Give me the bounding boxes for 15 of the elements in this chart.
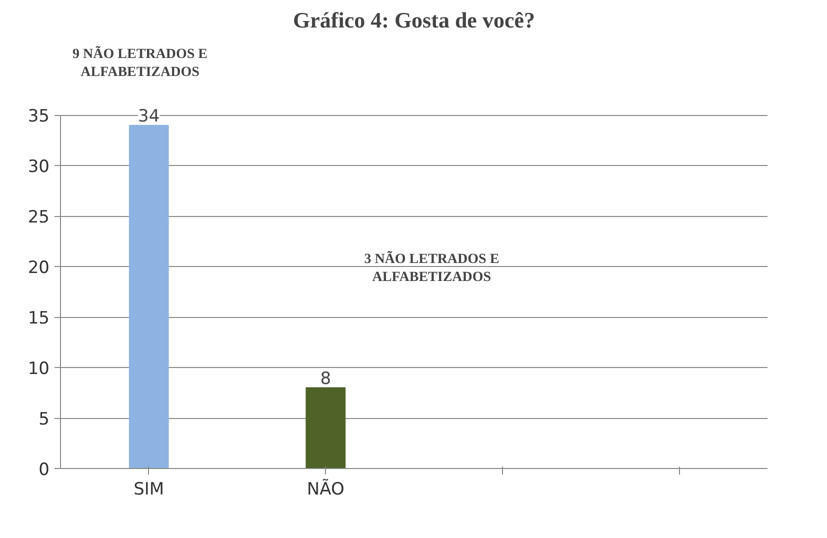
text: 9 NÃO LETRADOS E ALFABETIZADOS [72, 44, 208, 80]
x-tick-label: NÃO [306, 478, 344, 500]
y-tick-label: 25 [28, 208, 50, 228]
y-tick-label: 5 [38, 410, 50, 430]
annotation: 3 NÃO LETRADOS E ALFABETIZADOS [364, 250, 500, 285]
y-tick-label: 20 [28, 258, 50, 278]
y-tick-label: 15 [28, 308, 50, 329]
data-label: 8 [320, 368, 332, 389]
x-tick-label: SIM [134, 480, 164, 500]
y-tick-label: 0 [38, 460, 50, 480]
y-tick-label: 30 [28, 157, 50, 178]
y-tick-label: 10 [28, 359, 50, 380]
y-tick-label: 35 [28, 106, 50, 127]
data-label: 34 [138, 106, 160, 126]
chart-title: Gráfico 4: Gosta de você? [293, 8, 535, 32]
